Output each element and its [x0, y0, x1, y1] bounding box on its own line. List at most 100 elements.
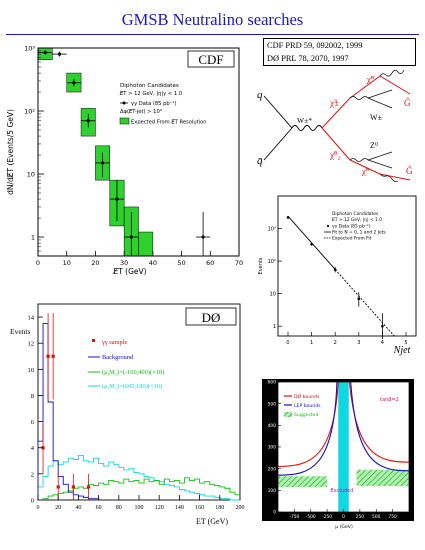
cdf-chart: 0 10 20 30 40 50 60 70 10³ 10² 10 1 CDF Diphoton Ca…	[6, 45, 243, 277]
cdf-ytick-label-0: 10³	[24, 45, 35, 53]
chargino-line	[321, 97, 351, 129]
w-decay-line	[349, 96, 369, 100]
d0-sample-point-4	[71, 473, 75, 500]
z-decay-label: Z⁰	[370, 141, 378, 150]
w-decay-label: W±	[370, 113, 383, 122]
d0-plot	[37, 313, 241, 501]
cdf-data-point-1	[52, 51, 67, 57]
excl-ytick-label-4: 400	[268, 423, 277, 429]
cdf-ytick-label-2: 10	[27, 171, 35, 179]
d0-ytick-label-4: 8	[31, 393, 34, 400]
suggested-region-left	[278, 476, 328, 488]
cdf-xtick-label-6: 60	[206, 259, 214, 267]
njet-point-marker	[357, 297, 361, 300]
njet-axis-ticks: 0 1 2 3 4 5 10³ 10² 10 1	[268, 227, 408, 346]
d0-sample-marker	[51, 354, 55, 358]
cdf-reference: CDF PRD 59, 092002, 1999	[267, 41, 363, 50]
njet-legend-5: Expected From Fit	[332, 236, 372, 242]
cdf-xtick-label-7: 70	[235, 259, 243, 267]
cdf-data-point-4	[95, 152, 110, 177]
d0-legend-sample: γγ sample	[101, 339, 128, 346]
njet-fit-line	[287, 215, 336, 270]
d0-model-b-hist	[37, 455, 240, 501]
cdf-ylabel: dN/dE̸T (Events/5 GeV)	[6, 109, 15, 195]
lep-bound-left	[277, 381, 338, 476]
njet-xtick-label-4: 4	[381, 340, 384, 346]
cdf-point-marker	[72, 81, 76, 85]
d0-legend-model-a: (μ,M₂)=(-160,400)(×10)	[102, 369, 164, 376]
njet-xtick-label-0: 0	[286, 340, 289, 346]
d0-xtick-label-3: 60	[96, 505, 102, 511]
excl-ylabel: M₂ (GeV)	[262, 436, 268, 457]
excl-ytick-label-3: 300	[268, 445, 277, 451]
upper-gravitino-label: G̃	[404, 98, 411, 108]
w-propagator	[291, 125, 323, 131]
neutralino2-label: χ̃⁰₂	[329, 150, 341, 160]
cdf-ytick-label-3: 1	[31, 234, 35, 242]
excl-ytick-label-5: 500	[268, 401, 277, 407]
z-decay-product-1	[367, 151, 393, 161]
cdf-ytick-label-1: 10²	[24, 108, 35, 116]
excl-ytick-label-1: 100	[268, 488, 277, 494]
d0-legend-sample-marker	[92, 339, 95, 342]
d0-xtick-label-4: 80	[116, 505, 122, 511]
z-decay-product-2	[367, 159, 393, 169]
lep-bound-right	[350, 381, 410, 472]
cdf-data-point-0	[38, 49, 53, 55]
upper-photon	[379, 69, 405, 77]
d0-sample-marker	[86, 485, 91, 489]
excluded-label: Excluded	[331, 488, 354, 494]
njet-point-marker	[310, 242, 313, 246]
excl-xlabel: μ (GeV)	[335, 524, 353, 530]
cdf-badge: CDF	[198, 52, 223, 67]
feynman-diagram: q q̄ W±* χ̃± χ̃⁰₂ χ̃⁰ G̃ W± Z⁰ χ̃⁰ G̃	[257, 69, 413, 183]
lower-neutralino-label: χ̃⁰	[361, 166, 370, 176]
njet-legend-1: Diphoton Candidates	[332, 211, 379, 217]
cdf-expected-band	[37, 47, 154, 257]
d0-xtick-label-8: 160	[195, 505, 204, 511]
cdf-band-bin-6	[138, 231, 154, 257]
cdf-legend-band-label: Expected From E̸T Resolution	[131, 119, 207, 126]
antiquark-line	[263, 127, 293, 161]
w-label: W±*	[297, 116, 312, 125]
d0-legend-model-b: (μ,M₂)=(600,180)(×10)	[102, 383, 162, 390]
excl-xtick-label-3: 0	[342, 514, 345, 520]
cdf-legend-data-dot	[122, 101, 126, 105]
d0-xlabel: ET (GeV)	[196, 517, 228, 526]
d0-sample-point-2	[51, 313, 55, 400]
cdf-point-marker	[129, 235, 133, 239]
d0-chart: 0 20 40 60 80 100 120 140 160 180 200 0 2 4 6 8 10 12 14 D…	[10, 303, 245, 526]
cdf-data-point-6	[124, 211, 139, 256]
chargino-label: χ̃±	[329, 98, 339, 108]
d0-ytick-label-7: 14	[28, 315, 35, 322]
excl-legend-lep: LEP bounds	[294, 403, 321, 409]
references-box: CDF PRD 59, 092002, 1999 DØ PRL 78, 2070…	[263, 38, 416, 66]
excl-xtick-label-6: 750	[388, 514, 397, 520]
njet-xtick-label-3: 3	[357, 340, 360, 346]
njet-ytick-label-2: 10	[270, 292, 276, 298]
page-title: GMSB Neutralino searches	[121, 10, 304, 29]
d0-sample-marker	[71, 485, 75, 489]
cdf-data-point-3	[81, 113, 96, 128]
neutralino2-line	[321, 127, 351, 161]
lep-excluded-band	[338, 382, 349, 512]
d0-sample-point-0	[41, 421, 45, 474]
njet-ytick-label-1: 10²	[268, 259, 276, 265]
d0-ytick-label-5: 10	[28, 367, 35, 374]
cdf-axis-ticks: 0 10 20 30 40 50 60 70 10³ 10² 10 1	[24, 45, 243, 268]
njet-legend-data-dot	[326, 224, 330, 228]
lower-neutralino-line	[349, 159, 381, 175]
excl-ytick-label-2: 200	[268, 466, 277, 472]
upper-neutralino-line	[349, 75, 381, 99]
exclusion-axis-ticks: -750 -500 -250 0 250 500 750 0 100 200 300 400 500 60…	[268, 380, 397, 520]
lower-photon	[379, 173, 399, 183]
njet-legend-4: Fit to N = 0, 1 and 2 Jets	[332, 230, 386, 236]
quark-line	[263, 95, 293, 129]
cdf-point-marker	[201, 235, 205, 239]
cdf-data-point-5	[109, 180, 125, 221]
excl-xtick-label-5: 500	[372, 514, 381, 520]
njet-data-point-1	[310, 242, 313, 246]
njet-xlabel: Njet	[393, 345, 411, 356]
d0-legend-bkg: Background	[102, 354, 134, 361]
d0-ytick-label-1: 2	[31, 471, 34, 478]
